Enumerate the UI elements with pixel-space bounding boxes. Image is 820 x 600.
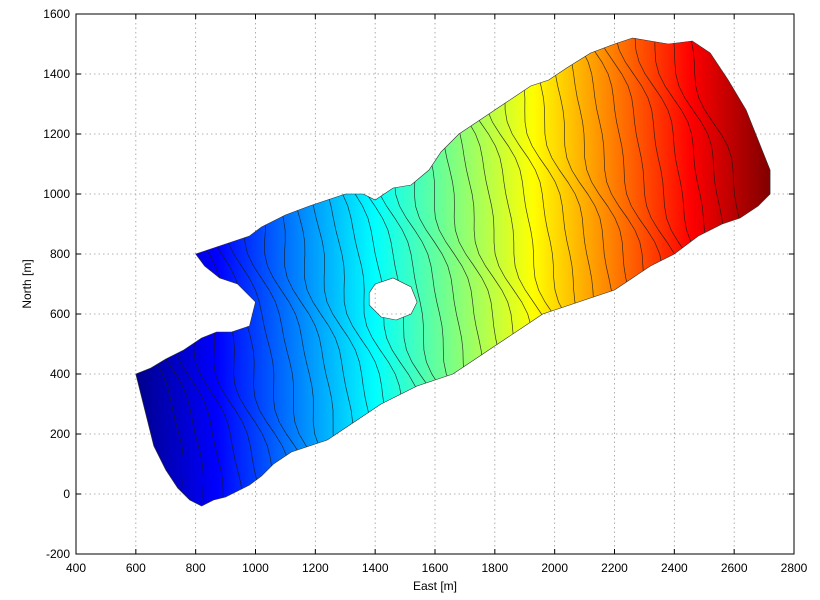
x-tick-label: 1600 <box>422 561 449 575</box>
y-axis-label: North [m] <box>20 259 34 308</box>
y-tick-label: 0 <box>63 487 70 501</box>
y-tick-label: 1600 <box>43 7 70 21</box>
y-tick-labels: -200 0 200 400 600 800 1000 1200 1400 1600 <box>43 7 70 561</box>
x-tick-label: 1400 <box>362 561 389 575</box>
axis-ticks <box>75 13 795 555</box>
y-tick-label: -200 <box>46 547 70 561</box>
y-tick-label: 200 <box>50 427 70 441</box>
x-tick-label: 1800 <box>481 561 508 575</box>
y-tick-label: 1000 <box>43 187 70 201</box>
x-tick-label: 800 <box>186 561 206 575</box>
x-tick-label: 600 <box>126 561 146 575</box>
x-tick-labels: 400 600 800 1000 1200 1400 1600 1800 2000 2200 240… <box>66 561 808 575</box>
x-tick-label: 1200 <box>302 561 329 575</box>
y-tick-label: 600 <box>50 307 70 321</box>
y-tick-label: 1400 <box>43 67 70 81</box>
x-tick-label: 2200 <box>601 561 628 575</box>
x-tick-label: 2000 <box>541 561 568 575</box>
x-axis-label: East [m] <box>413 579 457 593</box>
y-tick-label: 400 <box>50 367 70 381</box>
contour-line <box>135 38 194 506</box>
x-tick-label: 2600 <box>721 561 748 575</box>
x-tick-label: 1000 <box>242 561 269 575</box>
y-tick-label: 1200 <box>43 127 70 141</box>
x-tick-label: 2800 <box>781 561 808 575</box>
x-tick-label: 400 <box>66 561 86 575</box>
y-tick-label: 800 <box>50 247 70 261</box>
x-tick-label: 2400 <box>661 561 688 575</box>
